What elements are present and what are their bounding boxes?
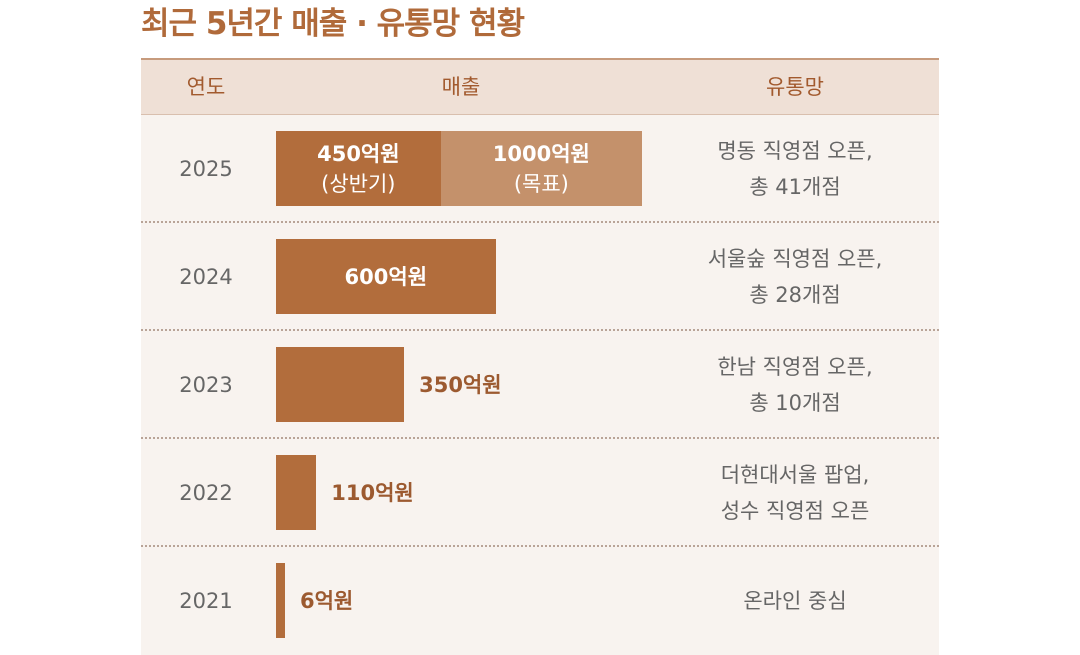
- header-year: 연도: [186, 75, 226, 99]
- distribution-line-2: 성수 직영점 오픈: [720, 499, 870, 523]
- distribution-cell: 더현대서울 팝업, 성수 직영점 오픈: [651, 439, 939, 547]
- distribution-cell: 명동 직영점 오픈, 총 41개점: [651, 115, 939, 223]
- sales-value-label: 600억원: [344, 264, 428, 289]
- target-bar: 1000억원 (목표): [440, 131, 642, 206]
- distribution-line-1: 온라인 중심: [743, 589, 847, 613]
- distribution-line-1: 더현대서울 팝업,: [720, 463, 870, 487]
- year-label: 2025: [179, 157, 233, 181]
- row-divider: [141, 221, 939, 223]
- distribution-line-2: 총 10개점: [749, 391, 841, 415]
- distribution-line-2: 총 41개점: [749, 175, 841, 199]
- header-sales: 매출: [441, 75, 481, 99]
- sales-period-label: (상반기): [321, 171, 396, 196]
- sales-distribution-table: 연도 매출 유통망 2025 450억원 (상반기) 1000억원 (목표) 명동 직영점…: [141, 58, 939, 655]
- row-divider: [141, 545, 939, 547]
- year-label: 2024: [179, 265, 233, 289]
- sales-value-label: 6억원: [300, 589, 354, 613]
- sales-bar: 600억원: [276, 239, 496, 314]
- sales-bar: 450억원 (상반기): [276, 131, 441, 206]
- year-label: 2022: [179, 481, 233, 505]
- distribution-line-1: 한남 직영점 오픈,: [717, 355, 873, 379]
- target-value-label: 1000억원: [492, 141, 590, 166]
- sales-value-label: 110억원: [331, 481, 414, 505]
- sales-bar: [276, 347, 405, 422]
- year-label: 2021: [179, 589, 233, 613]
- table-row: 2023 350억원 한남 직영점 오픈, 총 10개점: [141, 331, 939, 439]
- table-row: 2024 600억원 서울숲 직영점 오픈, 총 28개점: [141, 223, 939, 331]
- distribution-line-1: 명동 직영점 오픈,: [717, 139, 873, 163]
- table-row: 2022 110억원 더현대서울 팝업, 성수 직영점 오픈: [141, 439, 939, 547]
- distribution-cell: 서울숲 직영점 오픈, 총 28개점: [651, 223, 939, 331]
- row-divider: [141, 437, 939, 439]
- table-row: 2025 450억원 (상반기) 1000억원 (목표) 명동 직영점 오픈, 총 41개점: [141, 115, 939, 223]
- sales-value-label: 450억원: [317, 141, 400, 166]
- table-row: 2021 6억원 온라인 중심: [141, 547, 939, 655]
- chart-title: 최근 5년간 매출 · 유통망 현황: [141, 6, 525, 42]
- sales-bar: [276, 563, 285, 638]
- sales-value-label: 350억원: [419, 373, 502, 397]
- distribution-line-2: 총 28개점: [749, 283, 841, 307]
- distribution-cell: 한남 직영점 오픈, 총 10개점: [651, 331, 939, 439]
- distribution-cell: 온라인 중심: [651, 547, 939, 655]
- target-tag-label: (목표): [513, 171, 569, 196]
- distribution-line-1: 서울숲 직영점 오픈,: [707, 247, 883, 271]
- header-distribution: 유통망: [766, 75, 824, 99]
- sales-bar: [276, 455, 317, 530]
- table-header: 연도 매출 유통망: [141, 60, 939, 115]
- year-label: 2023: [179, 373, 233, 397]
- row-divider: [141, 329, 939, 331]
